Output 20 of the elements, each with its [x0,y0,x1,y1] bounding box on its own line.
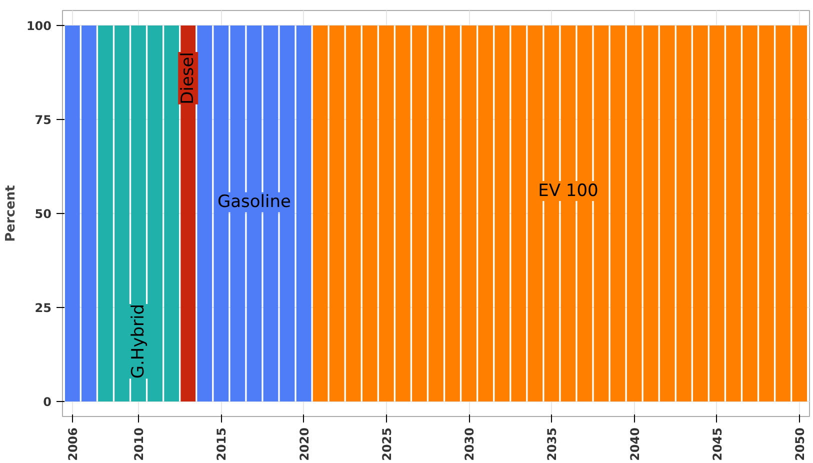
x-tick-label: 2045 [710,427,724,461]
x-tick-label: 2015 [214,427,229,461]
series-label: Gasoline [217,192,291,212]
series-label: G.Hybrid [128,304,149,379]
series-label: EV 100 [538,180,598,201]
x-tick-label: 2010 [132,427,146,461]
y-axis-title: Percent [3,185,18,242]
y-tick-label: 50 [34,207,52,221]
x-tick-label: 2020 [297,427,312,461]
x-tick-label: 2040 [628,427,642,461]
series-label: Diesel [178,52,198,104]
x-tick-label: 2050 [793,427,808,461]
x-tick-label: 2030 [462,427,477,461]
x-tick-label: 2035 [545,427,560,461]
x-tick-label: 2025 [380,427,394,461]
y-tick-label: 25 [34,300,52,315]
x-tick-label: 2006 [66,427,80,461]
y-tick-label: 100 [26,19,52,34]
y-tick-label: 0 [43,394,52,409]
y-tick-label: 75 [34,113,52,128]
